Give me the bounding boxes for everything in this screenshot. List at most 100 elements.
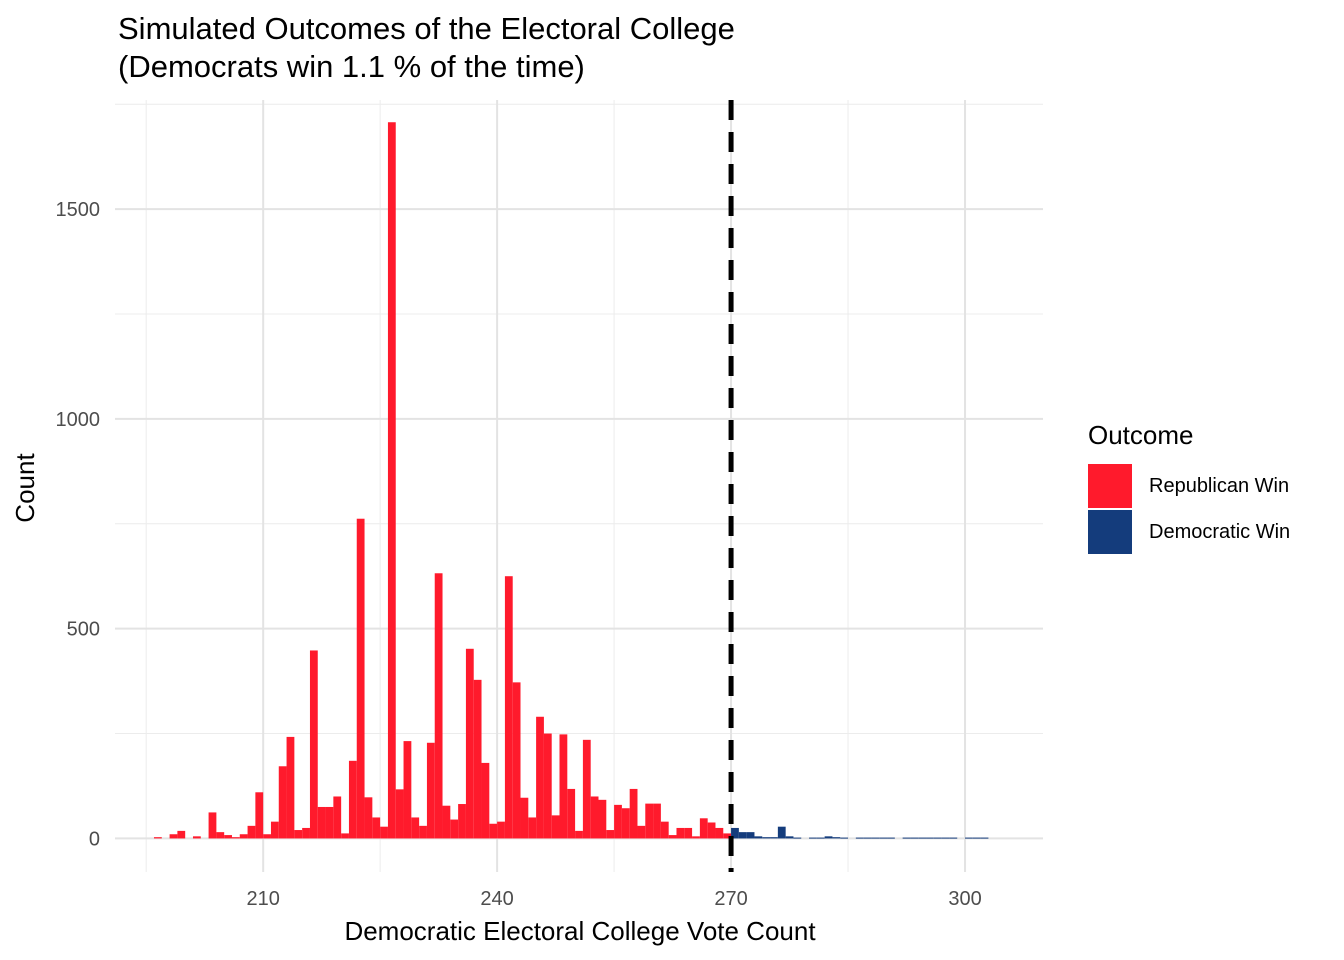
bar-republican: [637, 825, 646, 839]
bar-republican: [684, 827, 693, 839]
bar-republican: [567, 788, 576, 839]
bar-democratic: [933, 837, 942, 839]
bar-republican: [419, 825, 427, 839]
bar-republican: [411, 817, 420, 839]
bar-republican: [302, 827, 310, 839]
bar-republican: [614, 804, 622, 839]
bar-republican: [380, 826, 388, 839]
bar-republican: [426, 742, 435, 839]
bar-democratic: [746, 832, 755, 839]
bar-democratic: [731, 827, 739, 839]
bar-republican: [224, 835, 232, 839]
bar-republican: [653, 803, 661, 839]
bar-republican: [294, 830, 303, 839]
x-tick-label: 240: [480, 888, 513, 910]
bar-democratic: [840, 837, 849, 839]
y-axis-label: Count: [10, 453, 40, 523]
bar-republican: [239, 834, 248, 839]
bar-republican: [543, 733, 552, 839]
y-tick-label: 1000: [56, 409, 101, 431]
bar-republican: [520, 797, 529, 839]
bar-democratic: [926, 837, 934, 839]
bar-republican: [263, 834, 271, 839]
x-axis-label: Democratic Electoral College Vote Count: [344, 916, 816, 946]
bar-republican: [551, 815, 560, 839]
bar-democratic: [754, 836, 763, 839]
bar-republican: [715, 827, 724, 839]
bar-republican: [692, 836, 700, 839]
bar-republican: [333, 796, 342, 839]
bar-republican: [395, 789, 404, 839]
bar-republican: [325, 806, 334, 839]
bar-republican: [660, 821, 669, 839]
y-tick-label: 1500: [56, 199, 101, 221]
bar-republican: [372, 817, 381, 839]
bar-republican: [247, 825, 256, 839]
bar-republican: [473, 679, 482, 839]
bar-democratic: [824, 836, 833, 839]
bar-republican: [559, 734, 568, 839]
bar-republican: [598, 799, 607, 839]
histogram-bars: [153, 122, 989, 839]
bar-republican: [536, 716, 544, 839]
bar-republican: [465, 648, 474, 839]
bar-republican: [169, 834, 178, 839]
bar-republican: [317, 806, 326, 839]
bar-democratic: [809, 837, 817, 839]
bar-republican: [512, 682, 521, 839]
x-tick-label: 270: [714, 888, 747, 910]
bar-republican: [231, 837, 240, 839]
bar-democratic: [777, 826, 786, 839]
bar-republican: [458, 804, 466, 839]
bar-democratic: [949, 837, 958, 839]
bar-republican: [489, 823, 498, 839]
bar-republican: [621, 808, 630, 839]
bar-republican: [590, 796, 599, 839]
bar-republican: [606, 830, 615, 839]
bar-democratic: [793, 837, 802, 839]
bar-republican: [278, 766, 287, 839]
bar-republican: [364, 797, 373, 839]
chart-subtitle: (Democrats win 1.1 % of the time): [118, 49, 585, 84]
bar-republican: [216, 832, 225, 839]
bar-republican: [676, 827, 685, 839]
x-axis-tick-labels: 210 240 270 300: [246, 888, 981, 910]
grid-minor: [115, 100, 1043, 872]
bar-republican: [481, 762, 490, 839]
bar-republican: [153, 837, 162, 839]
bar-republican: [270, 821, 279, 839]
bar-democratic: [816, 837, 825, 839]
bar-democratic: [918, 837, 927, 839]
bar-republican: [699, 818, 708, 839]
bar-republican: [356, 518, 365, 839]
bar-democratic: [972, 837, 981, 839]
x-tick-label: 210: [246, 888, 279, 910]
bar-democratic: [770, 837, 778, 839]
bar-republican: [528, 817, 537, 839]
legend-title: Outcome: [1088, 420, 1194, 450]
bar-democratic: [871, 837, 880, 839]
bar-republican: [286, 736, 295, 839]
bar-democratic: [738, 832, 747, 839]
bar-democratic: [762, 837, 771, 839]
bar-democratic: [980, 837, 989, 839]
bar-republican: [645, 803, 654, 839]
bar-republican: [450, 819, 459, 839]
bar-democratic: [902, 837, 911, 839]
legend-swatch-republican: [1088, 464, 1132, 508]
chart-title-block: Simulated Outcomes of the Electoral Coll…: [118, 10, 735, 86]
bar-republican: [208, 812, 217, 839]
y-tick-label: 500: [67, 619, 100, 641]
legend-label-republican: Republican Win: [1149, 474, 1290, 497]
bar-democratic: [855, 837, 864, 839]
bar-republican: [192, 836, 201, 839]
legend: Outcome Republican Win Democratic Win: [1088, 420, 1290, 555]
bar-republican: [434, 573, 443, 839]
bar-republican: [668, 835, 677, 839]
bar-republican: [348, 760, 357, 839]
bar-republican: [403, 741, 412, 839]
bar-republican: [707, 822, 716, 839]
bar-democratic: [887, 837, 895, 839]
legend-item-democratic: Democratic Win: [1088, 509, 1290, 555]
bar-republican: [723, 833, 732, 839]
